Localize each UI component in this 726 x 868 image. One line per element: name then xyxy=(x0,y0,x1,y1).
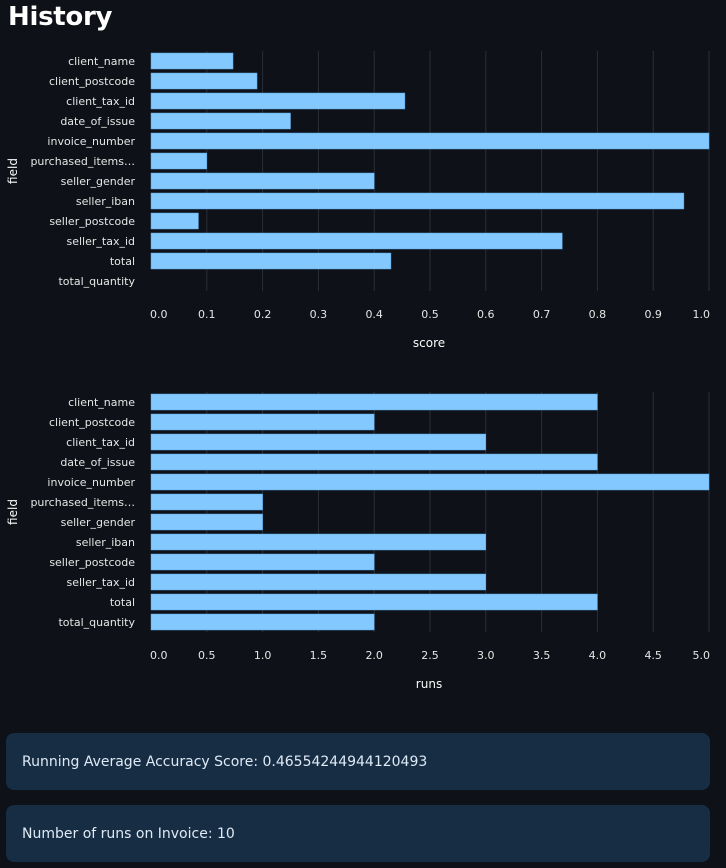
tick-label: 3.5 xyxy=(533,649,551,662)
category-label: seller_iban xyxy=(76,536,135,549)
bar[interactable] xyxy=(150,232,563,250)
category-label: client_tax_id xyxy=(66,436,135,449)
category-label: seller_postcode xyxy=(49,215,135,228)
category-label: total_quantity xyxy=(58,616,135,629)
category-label: total xyxy=(110,255,135,268)
y-axis-title: field xyxy=(6,158,20,184)
tick-label: 0.5 xyxy=(198,649,216,662)
tick-label: 1.0 xyxy=(254,649,272,662)
average-accuracy-info: Running Average Accuracy Score: 0.465542… xyxy=(6,733,710,790)
bar[interactable] xyxy=(150,92,406,110)
page-title: History xyxy=(8,2,113,32)
category-label: purchased_items… xyxy=(30,496,135,509)
tick-label: 0.8 xyxy=(589,308,607,321)
category-label: client_name xyxy=(68,55,135,68)
bar[interactable] xyxy=(150,172,375,190)
tick-label: 4.5 xyxy=(644,649,662,662)
tick-label: 2.0 xyxy=(365,649,383,662)
runs-chart-svg: client_name client_postcode client_tax_idd… xyxy=(6,392,710,691)
tick-label: 0.3 xyxy=(310,308,328,321)
runs-count-info: Number of runs on Invoice: 10 xyxy=(6,805,710,862)
grid-lines xyxy=(206,51,710,291)
bar[interactable] xyxy=(150,132,710,150)
bar[interactable] xyxy=(150,52,234,70)
tick-label: 5.0 xyxy=(693,649,711,662)
bar[interactable] xyxy=(150,573,487,591)
category-label: client_postcode xyxy=(49,75,135,88)
bar[interactable] xyxy=(150,473,710,491)
tick-label: 0.2 xyxy=(254,308,272,321)
tick-label: 0.0 xyxy=(150,649,168,662)
tick-label: 0.5 xyxy=(421,308,439,321)
tick-label: 0.6 xyxy=(477,308,495,321)
tick-label: 1.5 xyxy=(310,649,328,662)
tick-label: 0.0 xyxy=(150,308,168,321)
tick-label: 3.0 xyxy=(477,649,495,662)
tick-label: 0.7 xyxy=(533,308,551,321)
category-label: seller_tax_id xyxy=(66,576,135,589)
tick-label: 0.9 xyxy=(644,308,662,321)
bar[interactable] xyxy=(150,493,263,511)
bar[interactable] xyxy=(150,112,291,130)
x-axis-title: runs xyxy=(416,677,442,691)
tick-label: 0.1 xyxy=(198,308,216,321)
category-label: client_tax_id xyxy=(66,95,135,108)
tick-labels: 0.0 0.5 1.0 1.5 2.0 2.5 3.0 3.5 4.0 4.5 5.0 xyxy=(150,649,710,662)
category-label: seller_iban xyxy=(76,195,135,208)
bar[interactable] xyxy=(150,453,598,471)
bars xyxy=(150,52,710,270)
average-accuracy-text: Running Average Accuracy Score: 0.465542… xyxy=(22,753,428,770)
category-label: invoice_number xyxy=(47,476,135,489)
category-label: total xyxy=(110,596,135,609)
tick-labels: 0.0 0.1 0.2 0.3 0.4 0.5 0.6 0.7 0.8 0.9 1.0 xyxy=(150,308,710,321)
tick-label: 4.0 xyxy=(589,649,607,662)
tick-label: 0.4 xyxy=(365,308,383,321)
bar[interactable] xyxy=(150,533,487,551)
bar[interactable] xyxy=(150,433,487,451)
tick-label: 1.0 xyxy=(693,308,711,321)
category-label: seller_gender xyxy=(61,516,136,529)
category-label: invoice_number xyxy=(47,135,135,148)
runs-count-text: Number of runs on Invoice: 10 xyxy=(22,825,235,842)
category-label: date_of_issue xyxy=(60,456,135,469)
category-label: total_quantity xyxy=(58,275,135,288)
bar[interactable] xyxy=(150,513,263,531)
bar[interactable] xyxy=(150,413,375,431)
bar[interactable] xyxy=(150,192,685,210)
grid-lines xyxy=(206,392,710,632)
bar[interactable] xyxy=(150,252,392,270)
tick-label: 2.5 xyxy=(421,649,439,662)
category-label: date_of_issue xyxy=(60,115,135,128)
bar[interactable] xyxy=(150,613,375,631)
bar[interactable] xyxy=(150,212,199,230)
score-chart-svg: client_name client_postcode client_tax_idd… xyxy=(6,51,710,350)
bar[interactable] xyxy=(150,72,258,90)
bars xyxy=(150,393,710,631)
category-label: client_name xyxy=(68,396,135,409)
category-labels: client_name client_postcode client_tax_idd… xyxy=(30,396,135,629)
category-label: client_postcode xyxy=(49,416,135,429)
y-axis-title: field xyxy=(6,499,20,525)
bar[interactable] xyxy=(150,553,375,571)
category-label: purchased_items… xyxy=(30,155,135,168)
x-axis-title: score xyxy=(413,336,445,350)
bar[interactable] xyxy=(150,393,598,411)
bar[interactable] xyxy=(150,593,598,611)
category-labels: client_name client_postcode client_tax_idd… xyxy=(30,55,135,288)
category-label: seller_tax_id xyxy=(66,235,135,248)
bar[interactable] xyxy=(150,152,208,170)
category-label: seller_gender xyxy=(61,175,136,188)
category-label: seller_postcode xyxy=(49,556,135,569)
